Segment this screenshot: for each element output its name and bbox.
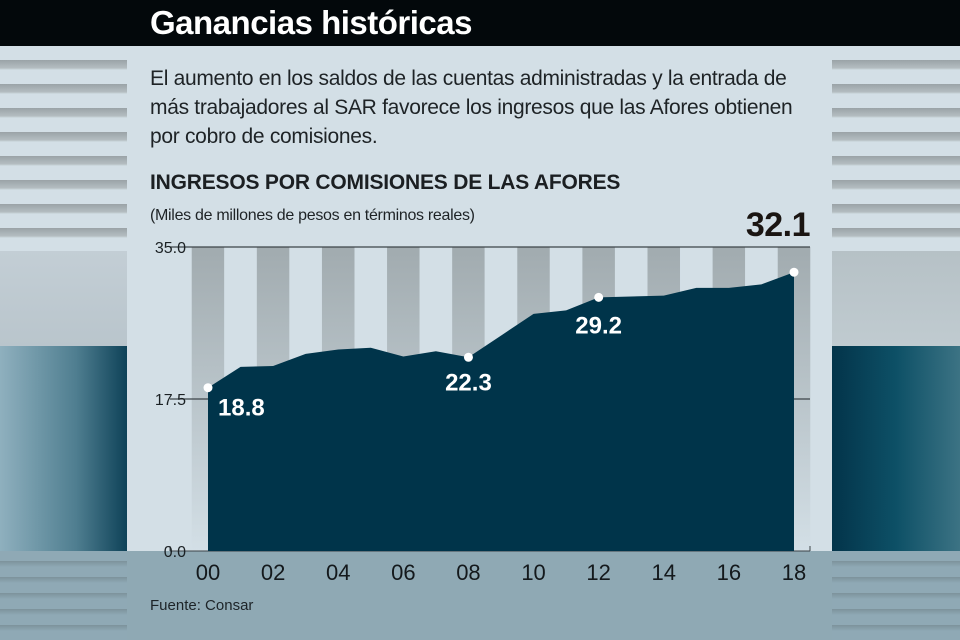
data-label: 29.2: [575, 312, 622, 339]
x-tick-label: 12: [586, 560, 610, 585]
x-tick-label: 02: [261, 560, 285, 585]
chart-subtitle: (Miles de millones de pesos en términos …: [150, 207, 475, 224]
data-point: [463, 352, 473, 362]
x-tick-label: 08: [456, 560, 480, 585]
x-tick-label: 10: [521, 560, 545, 585]
page-title: Ganancias históricas: [150, 4, 472, 41]
data-labels: 18.8 22.3 29.2: [218, 312, 622, 421]
y-tick-label: 17.5: [155, 392, 186, 409]
data-point: [203, 383, 213, 393]
data-label: 22.3: [445, 369, 492, 396]
intro-text: El aumento en los saldos de las cuentas …: [150, 67, 793, 148]
y-tick-label: 0.0: [164, 544, 186, 561]
x-tick-label: 04: [326, 560, 350, 585]
x-tick-label: 16: [717, 560, 741, 585]
data-point: [594, 292, 604, 302]
background-left: [0, 46, 127, 640]
x-tick-label: 14: [652, 560, 676, 585]
last-value-callout: 32.1: [745, 206, 811, 244]
source-value: Consar: [205, 597, 254, 614]
y-tick-labels: 0.0 17.5 35.0: [155, 240, 186, 561]
chart-title: INGRESOS POR COMISIONES DE LAS AFORES: [150, 171, 621, 194]
background-right: [832, 46, 960, 640]
area-series: [208, 272, 794, 551]
x-tick-label: 00: [196, 560, 220, 585]
header-bar: Ganancias históricas: [0, 0, 960, 46]
y-tick-label: 35.0: [155, 240, 186, 257]
x-tick-label: 06: [391, 560, 415, 585]
axis-band: [127, 551, 832, 640]
source-note: Fuente: Consar: [150, 597, 253, 614]
data-label: 18.8: [218, 395, 265, 422]
x-tick-labels: 00 02 04 06 08 10 12 14 16 18: [196, 560, 806, 585]
source-label: Fuente:: [150, 597, 201, 614]
data-points: [203, 267, 799, 393]
x-tick-label: 18: [782, 560, 806, 585]
data-point: [789, 267, 799, 277]
